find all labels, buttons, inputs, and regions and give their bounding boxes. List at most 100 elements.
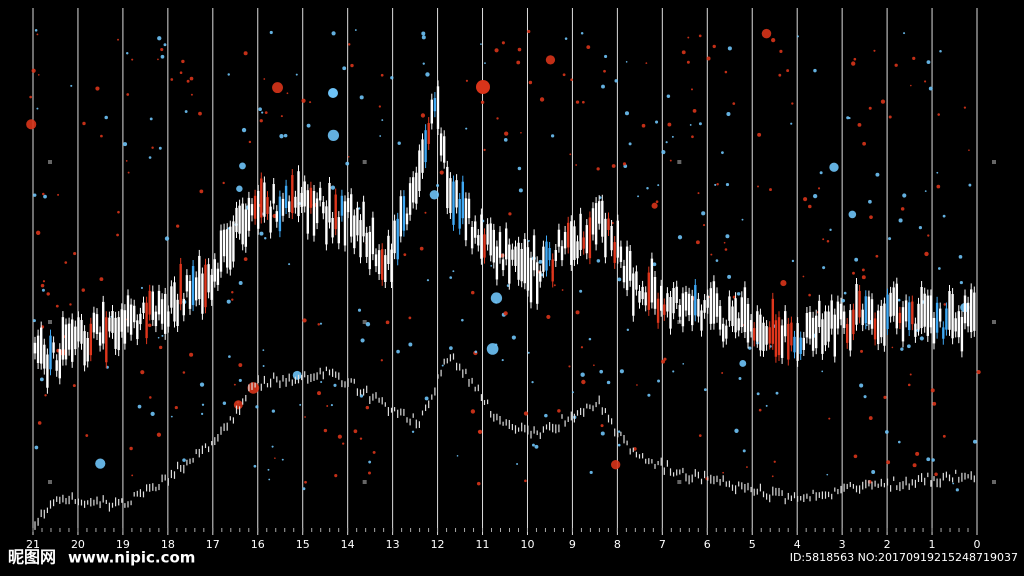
dot	[465, 79, 469, 82]
dot	[37, 74, 40, 76]
dot	[655, 120, 659, 124]
candle-body	[213, 259, 216, 282]
candle-body	[117, 317, 120, 351]
candle-body	[749, 320, 753, 332]
dot	[888, 237, 892, 241]
lower-tick	[459, 363, 461, 371]
candle-body	[526, 247, 530, 291]
candle-body	[52, 342, 55, 353]
lower-tick	[685, 473, 687, 482]
lower-tick	[276, 376, 278, 383]
lower-series	[34, 353, 975, 530]
candle-body	[281, 198, 285, 216]
dot	[570, 78, 573, 82]
dot	[857, 122, 862, 127]
candle-body	[802, 337, 805, 350]
candle-body	[678, 305, 681, 317]
candle-body	[374, 254, 378, 267]
dot	[721, 371, 724, 374]
lower-tick	[958, 476, 960, 483]
dot	[780, 280, 787, 287]
dot	[238, 281, 243, 285]
watermark-logo: 昵图网	[8, 548, 56, 567]
lower-tick	[772, 486, 774, 496]
lower-tick	[908, 483, 910, 490]
lower-tick	[831, 493, 833, 500]
dot	[919, 336, 924, 341]
candle-body	[343, 201, 347, 246]
candle-body	[346, 198, 350, 213]
lower-tick	[471, 377, 473, 384]
lower-tick	[905, 476, 907, 486]
dot	[652, 262, 657, 267]
candle-body	[64, 324, 68, 360]
dot	[851, 61, 856, 66]
lower-tick	[310, 373, 312, 383]
dot	[309, 101, 312, 104]
dot	[924, 251, 929, 257]
candle-body	[449, 178, 452, 213]
lower-tick	[214, 437, 216, 446]
lower-tick	[759, 483, 761, 492]
candle-body	[551, 259, 554, 282]
candle-body	[790, 322, 793, 346]
dot	[317, 323, 320, 326]
dot	[517, 166, 522, 171]
candles	[33, 80, 976, 394]
dot	[421, 35, 426, 40]
lower-tick	[136, 490, 138, 497]
dot	[561, 289, 564, 291]
lower-tick	[555, 424, 557, 434]
lower-tick	[843, 483, 845, 492]
lower-tick	[43, 509, 45, 519]
dot	[617, 443, 621, 447]
dot	[429, 190, 440, 200]
candle-body	[517, 242, 520, 280]
dot	[698, 34, 702, 38]
lower-tick	[161, 474, 163, 483]
dot	[198, 111, 202, 116]
lower-tick	[917, 475, 920, 483]
candle-body	[164, 293, 167, 334]
dot	[884, 430, 889, 434]
dot	[508, 212, 512, 216]
lower-tick	[115, 497, 117, 507]
candle-body	[365, 232, 368, 257]
dot	[937, 113, 940, 116]
dot	[503, 311, 508, 316]
candle-body	[291, 175, 294, 214]
candle-body	[55, 360, 58, 371]
candle-body	[560, 246, 564, 261]
dot	[357, 308, 362, 312]
lower-tick	[204, 443, 207, 449]
lower-tick	[260, 383, 262, 391]
dot	[880, 99, 886, 104]
dot	[380, 73, 384, 77]
dot	[797, 35, 799, 38]
dots	[26, 28, 981, 492]
candle-body	[973, 292, 976, 331]
dot	[419, 246, 424, 251]
lower-tick	[620, 431, 622, 437]
dot	[600, 424, 604, 428]
lower-tick	[263, 375, 265, 384]
candle-body	[557, 229, 561, 247]
lower-tick	[71, 492, 73, 500]
candle-body	[740, 297, 743, 328]
dot	[898, 218, 903, 223]
dot	[190, 93, 193, 96]
dot	[657, 379, 661, 383]
candle-body	[219, 230, 223, 272]
candle-body	[852, 309, 855, 335]
lower-tick	[266, 383, 269, 388]
dot	[663, 357, 667, 361]
lower-tick	[186, 459, 188, 466]
dot	[248, 140, 252, 144]
candle-body	[694, 285, 697, 316]
marker	[677, 480, 682, 484]
dot	[926, 457, 931, 462]
lower-tick	[198, 448, 200, 458]
candle-body	[886, 294, 889, 330]
dot	[727, 46, 732, 51]
dot	[524, 479, 527, 483]
